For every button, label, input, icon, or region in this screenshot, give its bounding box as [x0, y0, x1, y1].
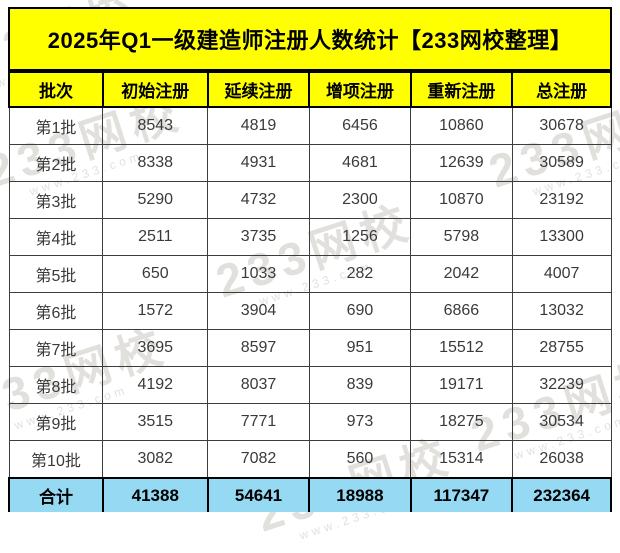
value-cell: 8597: [207, 329, 310, 367]
total-value-cell: 232364: [511, 477, 612, 512]
value-cell: 7082: [207, 440, 310, 479]
total-value-cell: 18988: [308, 477, 412, 512]
value-cell: 1256: [308, 218, 412, 256]
value-cell: 4681: [308, 144, 412, 182]
total-row: 合计 41388 54641 18988 117347 232364: [8, 477, 612, 512]
table-row: 第3批 5290 4732 2300 10870 23192: [8, 181, 612, 219]
batch-cell: 第2批: [8, 144, 104, 182]
table-row: 第6批 1572 3904 690 6866 13032: [8, 292, 612, 330]
batch-cell: 第9批: [8, 403, 104, 441]
value-cell: 5290: [102, 181, 209, 219]
value-cell: 8338: [102, 144, 209, 182]
header-cell-reregistration: 重新注册: [409, 71, 514, 108]
table-row: 第4批 2511 3735 1256 5798 13300: [8, 218, 612, 256]
value-cell: 18275: [410, 403, 513, 441]
value-cell: 30678: [511, 106, 612, 145]
value-cell: 3904: [207, 292, 310, 330]
title-banner: 2025年Q1一级建造师注册人数统计【233网校整理】: [8, 7, 612, 71]
value-cell: 3695: [102, 329, 209, 367]
value-cell: 4819: [207, 106, 310, 145]
batch-cell: 第5批: [8, 255, 104, 293]
page-title: 2025年Q1一级建造师注册人数统计【233网校整理】: [47, 28, 573, 53]
value-cell: 8543: [102, 106, 209, 145]
total-value-cell: 54641: [206, 477, 311, 512]
table-row: 第2批 8338 4931 4681 12639 30589: [8, 144, 612, 182]
value-cell: 3082: [102, 440, 209, 479]
value-cell: 2042: [410, 255, 513, 293]
value-cell: 10870: [410, 181, 513, 219]
value-cell: 28755: [511, 329, 612, 367]
table-row: 第1批 8543 4819 6456 10860 30678: [8, 106, 612, 145]
value-cell: 282: [308, 255, 412, 293]
value-cell: 560: [308, 440, 412, 479]
batch-cell: 第10批: [8, 440, 104, 479]
value-cell: 5798: [410, 218, 513, 256]
total-value-cell: 41388: [101, 477, 209, 512]
batch-cell: 第8批: [8, 366, 104, 404]
value-cell: 4192: [102, 366, 209, 404]
page: 2025年Q1一级建造师注册人数统计【233网校整理】 批次 初始注册 延续注册…: [8, 7, 612, 512]
registration-stats-table: 批次 初始注册 延续注册 增项注册 重新注册 总注册 第1批 8543 4819…: [8, 71, 612, 512]
value-cell: 7771: [207, 403, 310, 441]
value-cell: 30534: [511, 403, 612, 441]
value-cell: 32239: [511, 366, 612, 404]
table-row: 第8批 4192 8037 839 19171 32239: [8, 366, 612, 404]
value-cell: 951: [308, 329, 412, 367]
value-cell: 839: [308, 366, 412, 404]
value-cell: 8037: [207, 366, 310, 404]
batch-cell: 第6批: [8, 292, 104, 330]
batch-cell: 第1批: [8, 106, 104, 145]
value-cell: 973: [308, 403, 412, 441]
value-cell: 26038: [511, 440, 612, 479]
value-cell: 690: [308, 292, 412, 330]
value-cell: 2300: [308, 181, 412, 219]
header-row: 批次 初始注册 延续注册 增项注册 重新注册 总注册: [8, 71, 612, 108]
value-cell: 2511: [102, 218, 209, 256]
value-cell: 23192: [511, 181, 612, 219]
value-cell: 4931: [207, 144, 310, 182]
value-cell: 6866: [410, 292, 513, 330]
value-cell: 30589: [511, 144, 612, 182]
value-cell: 6456: [308, 106, 412, 145]
value-cell: 650: [102, 255, 209, 293]
table-row: 第9批 3515 7771 973 18275 30534: [8, 403, 612, 441]
value-cell: 12639: [410, 144, 513, 182]
value-cell: 1033: [207, 255, 310, 293]
header-cell-renewal: 延续注册: [206, 71, 311, 108]
batch-cell: 第7批: [8, 329, 104, 367]
value-cell: 3515: [102, 403, 209, 441]
batch-cell: 第4批: [8, 218, 104, 256]
value-cell: 13300: [511, 218, 612, 256]
header-cell-total: 总注册: [511, 71, 612, 108]
table-row: 第10批 3082 7082 560 15314 26038: [8, 440, 612, 479]
value-cell: 1572: [102, 292, 209, 330]
table-row: 第5批 650 1033 282 2042 4007: [8, 255, 612, 293]
table-row: 第7批 3695 8597 951 15512 28755: [8, 329, 612, 367]
value-cell: 4007: [511, 255, 612, 293]
value-cell: 4732: [207, 181, 310, 219]
value-cell: 15314: [410, 440, 513, 479]
header-cell-initial: 初始注册: [101, 71, 209, 108]
header-cell-batch: 批次: [8, 71, 104, 108]
value-cell: 10860: [410, 106, 513, 145]
total-value-cell: 117347: [409, 477, 514, 512]
value-cell: 19171: [410, 366, 513, 404]
batch-cell: 第3批: [8, 181, 104, 219]
value-cell: 15512: [410, 329, 513, 367]
total-label-cell: 合计: [8, 477, 104, 512]
header-cell-additional: 增项注册: [308, 71, 412, 108]
value-cell: 3735: [207, 218, 310, 256]
value-cell: 13032: [511, 292, 612, 330]
